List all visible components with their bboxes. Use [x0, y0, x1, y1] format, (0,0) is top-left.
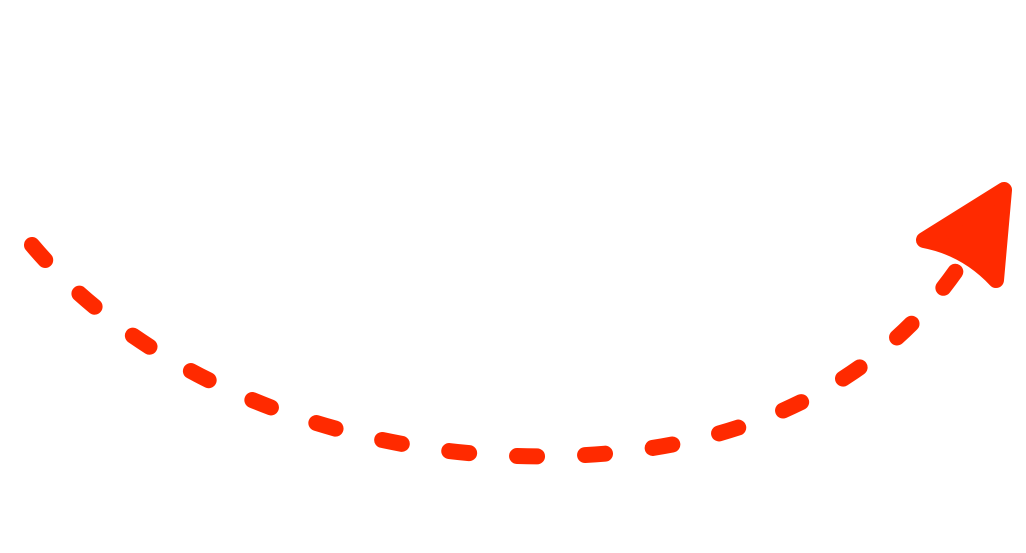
dashed-curve [24, 237, 970, 465]
arrow-head [916, 182, 1012, 288]
